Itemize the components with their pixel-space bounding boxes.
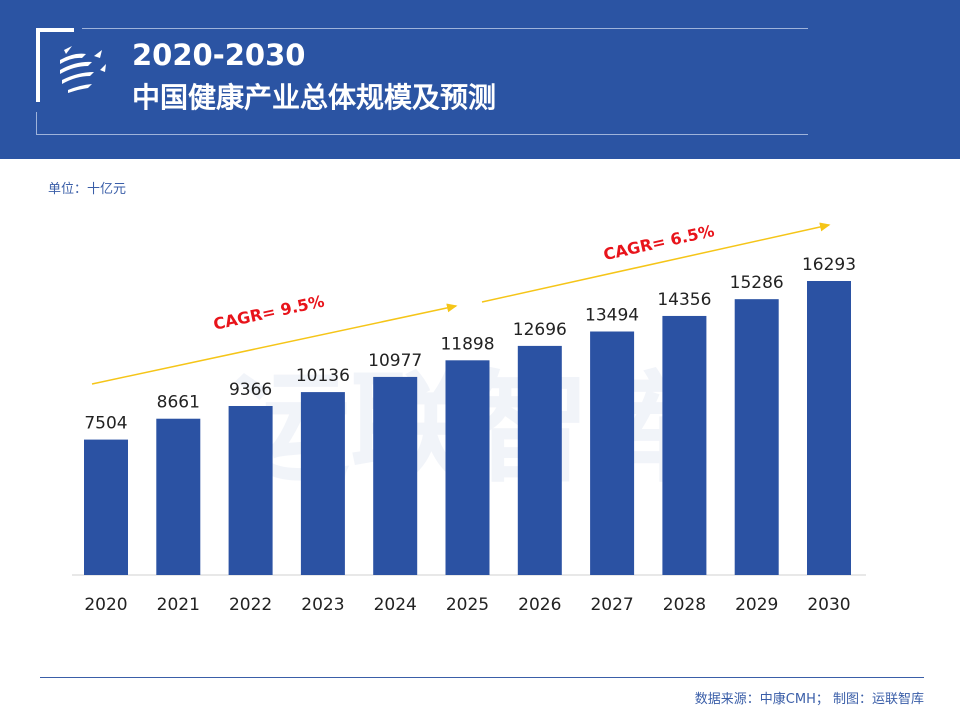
unit-label: 单位：十亿元 (48, 182, 127, 197)
bar-2030 (807, 281, 851, 575)
x-tick-2029: 2029 (735, 595, 778, 615)
x-tick-2023: 2023 (301, 595, 344, 615)
bar-2027 (590, 331, 635, 575)
data-label-2027: 13494 (585, 306, 639, 326)
source-note: 数据来源：中康CMH； 制图：运联智库 (694, 692, 924, 707)
bar-2023 (300, 392, 345, 575)
title-years: 2020-2030 (132, 38, 306, 72)
data-label-2024: 10977 (368, 351, 422, 371)
data-label-2020: 7504 (84, 414, 127, 434)
x-tick-2024: 2024 (374, 595, 417, 615)
bar-2024 (373, 376, 418, 575)
cagr-label-2: CAGR= 6.5% (602, 221, 716, 264)
cagr-arrow-2 (481, 222, 831, 303)
cagr-arrow-1 (91, 303, 458, 385)
title-main: 中国健康产业总体规模及预测 (132, 81, 497, 114)
data-label-2023: 10136 (296, 366, 350, 386)
bar-2028 (662, 315, 707, 575)
x-tick-2028: 2028 (663, 595, 706, 615)
data-label-2022: 9366 (229, 380, 272, 400)
x-tick-2026: 2026 (518, 595, 561, 615)
footer-divider (40, 677, 924, 678)
data-label-2026: 12696 (513, 320, 567, 340)
x-tick-2021: 2021 (157, 595, 200, 615)
bar-2029 (734, 299, 779, 575)
bar-2020 (84, 439, 128, 575)
data-label-2025: 11898 (440, 334, 494, 354)
header-banner (0, 0, 960, 159)
x-tick-2025: 2025 (446, 595, 489, 615)
data-label-2028: 14356 (657, 290, 711, 310)
data-label-2029: 15286 (730, 273, 784, 293)
bar-2022 (228, 405, 273, 575)
x-tick-2022: 2022 (229, 595, 272, 615)
bar-2025 (445, 360, 490, 575)
x-tick-2030: 2030 (807, 595, 850, 615)
bar-2021 (156, 418, 201, 575)
x-tick-2020: 2020 (84, 595, 127, 615)
header-bracket (36, 28, 74, 102)
x-tick-2027: 2027 (590, 595, 633, 615)
header-top-line (82, 28, 808, 29)
data-label-2021: 8661 (157, 393, 200, 413)
cagr-label-1: CAGR= 9.5% (212, 292, 326, 334)
bar-2026 (517, 345, 562, 575)
data-label-2030: 16293 (802, 255, 856, 275)
header-bottom-line (36, 134, 808, 135)
header-bracket-line (36, 112, 37, 134)
